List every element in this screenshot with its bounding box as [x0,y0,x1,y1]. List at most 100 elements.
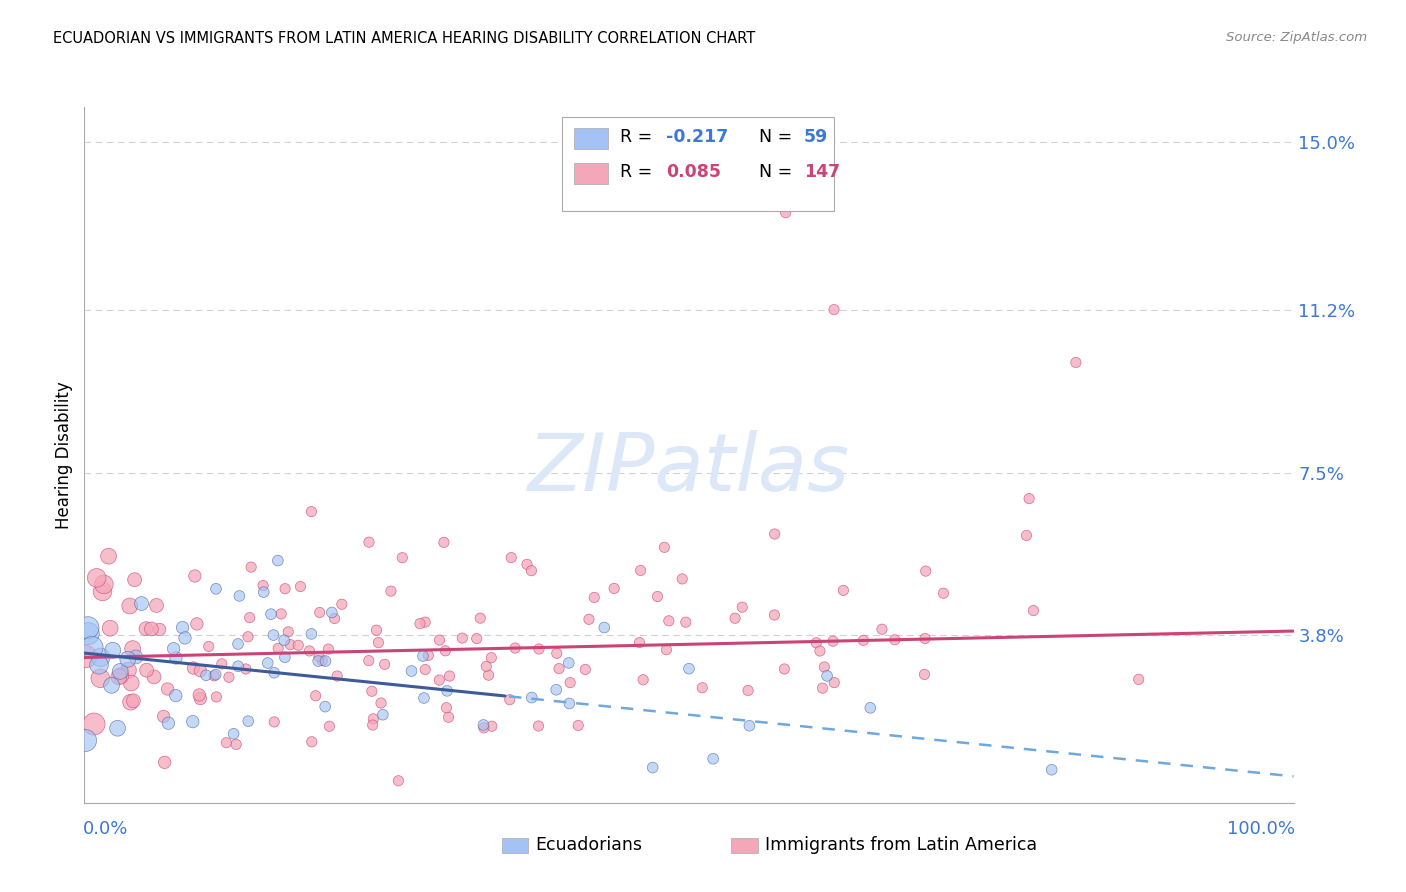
Point [205,690,228,704]
Point [298,644,321,658]
Point [260,607,283,622]
Point [110,665,132,679]
Point [270,607,292,621]
Point [374,657,396,672]
Point [472,718,495,732]
Point [658,614,681,628]
Point [429,633,451,648]
Text: 100.0%: 100.0% [1226,821,1295,838]
Text: N =: N = [759,128,797,146]
Point [256,656,278,670]
Point [87,657,110,672]
Point [470,611,492,625]
Point [823,302,845,317]
Text: ECUADORIAN VS IMMIGRANTS FROM LATIN AMERICA HEARING DISABILITY CORRELATION CHART: ECUADORIAN VS IMMIGRANTS FROM LATIN AMER… [53,31,755,46]
Point [204,667,226,681]
Point [501,550,523,565]
Point [135,622,157,636]
FancyBboxPatch shape [562,118,834,211]
Point [77,621,100,635]
Point [413,691,436,706]
Point [870,622,893,636]
Point [274,650,297,665]
Point [311,654,333,668]
Point [546,682,568,697]
Point [145,599,167,613]
Point [363,712,385,726]
Point [914,667,936,681]
Point [357,654,380,668]
FancyBboxPatch shape [574,128,607,149]
Text: -0.217: -0.217 [666,128,728,146]
Point [318,719,340,733]
Point [434,644,457,658]
Point [357,535,380,549]
Point [202,669,225,683]
Point [308,606,330,620]
Point [516,558,538,572]
FancyBboxPatch shape [502,838,529,853]
Point [702,752,724,766]
Point [165,651,187,665]
Point [240,560,263,574]
Point [141,622,163,636]
Text: Source: ZipAtlas.com: Source: ZipAtlas.com [1226,31,1367,45]
Point [222,727,245,741]
Point [118,599,141,613]
Point [152,709,174,723]
Point [1040,763,1063,777]
Point [678,662,700,676]
Point [89,671,111,685]
Point [236,630,259,644]
Point [593,620,616,634]
Point [481,719,503,733]
Point [301,735,323,749]
Point [205,582,228,596]
Point [165,689,187,703]
Point [914,632,936,646]
Point [574,663,596,677]
Point [135,663,157,677]
Point [108,670,131,684]
Point [100,678,122,692]
Point [226,659,249,673]
Point [299,627,322,641]
Point [225,738,247,752]
Text: 147: 147 [804,162,839,181]
Point [806,636,828,650]
Point [548,662,571,676]
Point [117,652,139,666]
Point [156,681,179,696]
Point [823,675,845,690]
Point [773,662,796,676]
Point [188,688,211,702]
Y-axis label: Hearing Disability: Hearing Disability [55,381,73,529]
Point [1022,603,1045,617]
Point [304,689,326,703]
Point [499,692,522,706]
Point [262,628,284,642]
Point [263,714,285,729]
Point [110,669,132,683]
Point [558,656,581,670]
Point [98,621,121,635]
Point [361,718,384,732]
Point [1064,355,1087,369]
Point [578,612,600,626]
Point [731,600,754,615]
Point [436,683,458,698]
Point [90,650,112,665]
Point [117,663,139,677]
Point [153,756,176,770]
Point [77,626,100,640]
Point [97,549,120,564]
Point [75,733,97,747]
Point [503,641,526,656]
Point [630,563,652,577]
Point [181,714,204,729]
Point [832,583,855,598]
Point [932,586,955,600]
Point [83,717,105,731]
Point [413,663,436,677]
Point [148,623,170,637]
